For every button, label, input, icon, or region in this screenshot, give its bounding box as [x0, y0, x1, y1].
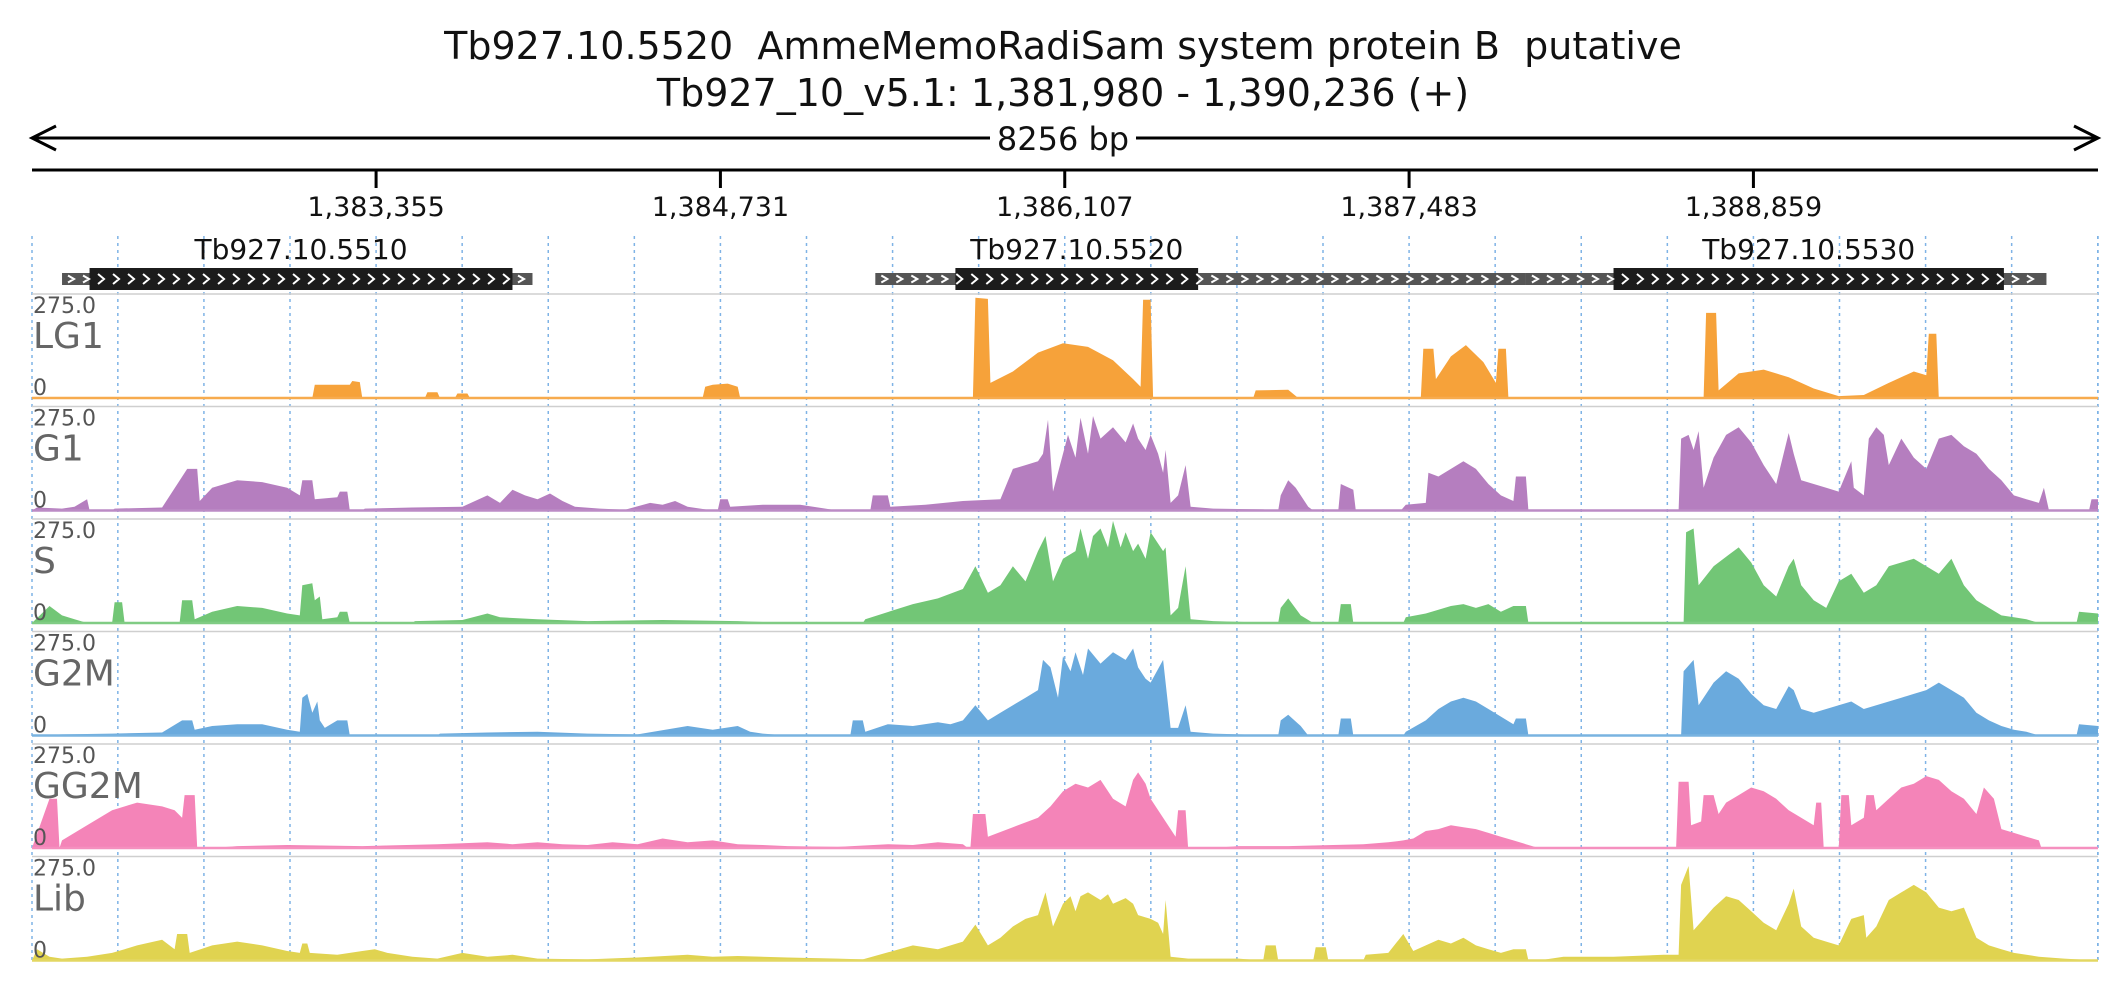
- track-area-Lib: [32, 866, 2098, 961]
- gene-cds-0: [89, 268, 513, 290]
- track-area-G2M: [32, 648, 2098, 736]
- gene-Tb927.10.5530: Tb927.10.5530: [1525, 233, 2047, 290]
- track-ymax-label-4: 275.0: [33, 744, 96, 769]
- ruler-tick-label-4: 1,388,859: [1685, 192, 1822, 223]
- track-area-G1: [32, 416, 2098, 511]
- ruler-tick-label-1: 1,384,731: [652, 192, 789, 223]
- gene-label-0: Tb927.10.5510: [194, 233, 408, 266]
- ruler-tick-label-0: 1,383,355: [307, 192, 444, 223]
- track-G2M: 275.0 0 G2M: [32, 630, 2098, 739]
- track-ymin-label-2: 0: [33, 601, 47, 626]
- track-Lib: 275.0 0 Lib: [32, 855, 2098, 964]
- track-area-GG2M: [32, 772, 2098, 848]
- track-S: 275.0 0 S: [32, 518, 2098, 626]
- track-area-LG1: [32, 297, 2098, 398]
- gene-label-2: Tb927.10.5530: [1701, 233, 1915, 266]
- track-ymax-label-5: 275.0: [33, 857, 96, 882]
- track-ymax-label-2: 275.0: [33, 519, 96, 544]
- ruler-tick-label-3: 1,387,483: [1340, 192, 1477, 223]
- span-arrow-right-head: [2073, 124, 2102, 152]
- track-area-S: [32, 520, 2098, 623]
- track-name-GG2M: GG2M: [33, 766, 143, 807]
- gene-strand-arrows-2: [1531, 273, 2035, 285]
- track-ymin-label-1: 0: [33, 489, 47, 514]
- track-ymin-label-3: 0: [33, 714, 47, 739]
- gene-Tb927.10.5510: Tb927.10.5510: [62, 233, 533, 290]
- track-name-G2M: G2M: [33, 654, 115, 695]
- chart-title: Tb927.10.5520 AmmeMemoRadiSam system pro…: [444, 24, 1682, 68]
- track-GG2M: 275.0 0 GG2M: [32, 743, 2098, 851]
- track-name-G1: G1: [33, 429, 84, 470]
- gene-label-1: Tb927.10.5520: [969, 233, 1183, 266]
- span-arrow-left-head: [28, 124, 57, 152]
- track-ymax-label-1: 275.0: [33, 407, 96, 432]
- track-LG1: 275.0 0 LG1: [32, 293, 2098, 401]
- track-ymax-label-0: 275.0: [33, 294, 96, 319]
- gene-strand-arrows-1: [880, 273, 1520, 285]
- gene-Tb927.10.5520: Tb927.10.5520: [875, 233, 1526, 290]
- span-label: 8256 bp: [997, 120, 1129, 158]
- gene-strand-arrows-0: [67, 273, 527, 285]
- track-ymin-label-4: 0: [33, 826, 47, 851]
- track-name-S: S: [33, 541, 56, 582]
- span-label-bg: [990, 118, 1136, 158]
- ruler-tick-label-2: 1,386,107: [996, 192, 1133, 223]
- track-ymax-label-3: 275.0: [33, 632, 96, 657]
- track-name-Lib: Lib: [33, 879, 86, 920]
- chart-subtitle: Tb927_10_v5.1: 1,381,980 - 1,390,236 (+): [656, 71, 1470, 115]
- gene-cds-1: [955, 268, 1199, 290]
- track-name-LG1: LG1: [33, 316, 104, 357]
- track-ymin-label-0: 0: [33, 376, 47, 401]
- track-ymin-label-5: 0: [33, 939, 47, 964]
- track-G1: 275.0 0 G1: [32, 405, 2098, 514]
